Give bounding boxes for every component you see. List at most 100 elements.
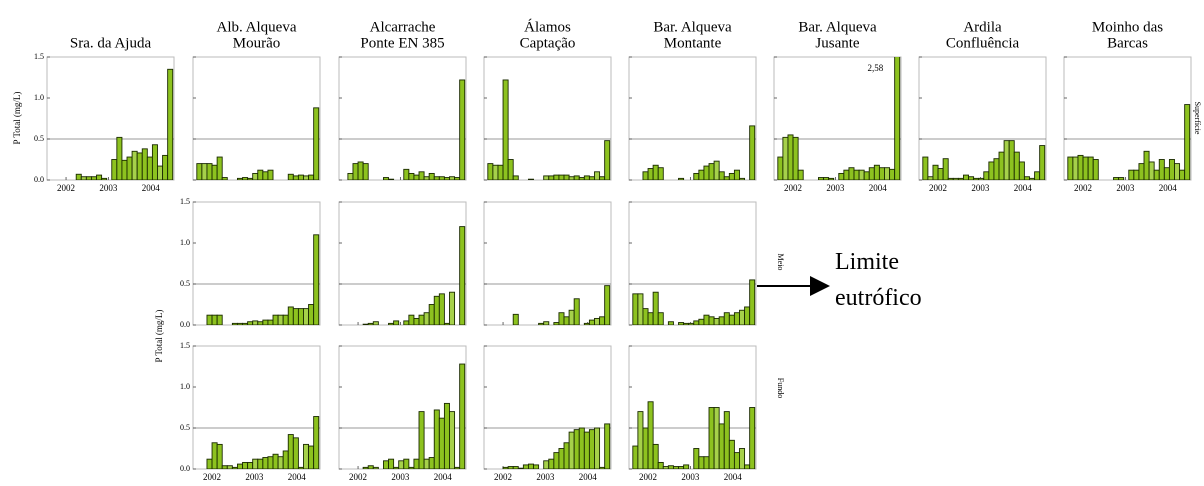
bar — [548, 458, 555, 469]
bar — [418, 411, 425, 469]
bar — [588, 176, 595, 180]
bar — [262, 319, 269, 325]
bar — [347, 172, 354, 180]
panel: 2002 2003 2004 — [628, 345, 757, 482]
bar — [116, 136, 123, 180]
column-title: Jusante — [815, 35, 860, 51]
bar — [1082, 156, 1089, 180]
bar — [528, 178, 534, 180]
bar — [459, 226, 466, 325]
bar — [739, 177, 746, 180]
bar — [573, 175, 580, 180]
bar — [247, 177, 254, 180]
column-title: Álamos — [524, 18, 571, 35]
panel — [628, 201, 757, 326]
bar — [884, 167, 891, 180]
x-tick-label: 2004 — [1014, 183, 1033, 193]
bar — [698, 318, 705, 325]
bar — [678, 322, 685, 325]
x-tick-label: 2004 — [288, 472, 307, 482]
bar — [683, 464, 690, 469]
bar — [512, 175, 519, 180]
bar — [282, 450, 289, 469]
bar — [413, 458, 420, 469]
bar — [749, 279, 756, 325]
bars — [642, 125, 756, 180]
panel: 2002 2003 2004 — [1063, 56, 1192, 193]
bar — [236, 463, 243, 469]
bar — [573, 429, 580, 469]
bars — [502, 423, 611, 469]
bars — [362, 363, 466, 469]
bars — [922, 140, 1046, 180]
bar — [632, 445, 639, 469]
bar — [367, 322, 374, 325]
bar — [647, 401, 654, 469]
bar — [1092, 159, 1099, 180]
x-tick-label: 2003 — [681, 472, 700, 482]
bar — [428, 172, 435, 180]
bar — [151, 144, 158, 180]
bar — [196, 163, 203, 180]
bar — [708, 407, 715, 469]
x-tick-label: 2002 — [1074, 183, 1092, 193]
bar — [652, 443, 659, 469]
bars — [362, 226, 466, 325]
bar — [604, 285, 611, 325]
bar — [578, 177, 585, 180]
bar — [708, 163, 715, 180]
bar — [433, 295, 440, 325]
bar — [449, 291, 456, 325]
bar — [922, 156, 929, 180]
bar — [146, 156, 153, 180]
bar — [459, 79, 466, 180]
bar — [652, 291, 659, 325]
x-tick-label: 2002 — [349, 472, 367, 482]
x-tick-label: 2004 — [142, 183, 161, 193]
bar — [388, 322, 395, 325]
bar — [583, 322, 590, 325]
bar — [688, 322, 695, 325]
bar — [538, 322, 545, 325]
bar — [894, 57, 901, 180]
bar — [287, 173, 294, 180]
bar — [408, 314, 415, 325]
panel-frame — [628, 56, 757, 181]
bar — [257, 458, 264, 469]
x-tick-label: 2002 — [203, 472, 221, 482]
bar — [303, 308, 310, 325]
bar — [782, 136, 789, 180]
bar — [1184, 104, 1191, 180]
bar — [398, 460, 405, 469]
x-tick-label: 2003 — [536, 472, 555, 482]
bar — [449, 411, 456, 469]
row-label: Superfície — [1193, 102, 1202, 135]
bar — [413, 174, 420, 180]
bar — [211, 314, 218, 325]
x-tick-label: 2002 — [929, 183, 947, 193]
bar — [428, 457, 435, 469]
column-title: Alcarrache — [370, 19, 436, 35]
bar — [632, 293, 639, 325]
bar — [823, 177, 830, 180]
column-title: Ponte EN 385 — [360, 35, 444, 51]
bar — [927, 176, 934, 180]
bar — [308, 304, 315, 325]
bar — [937, 168, 944, 180]
bars — [777, 57, 901, 180]
bar — [703, 165, 710, 180]
y-tick-label: 1.0 — [180, 238, 190, 247]
bar — [96, 174, 103, 180]
panel-frame — [483, 201, 612, 326]
bar — [262, 457, 269, 469]
bars — [75, 68, 174, 180]
bar — [206, 458, 213, 469]
bar — [216, 156, 223, 180]
bar — [252, 458, 259, 469]
bar — [1153, 169, 1160, 180]
bar — [277, 456, 284, 469]
bar — [443, 177, 450, 180]
bar — [873, 164, 880, 180]
x-tick-label: 2004 — [434, 472, 453, 482]
